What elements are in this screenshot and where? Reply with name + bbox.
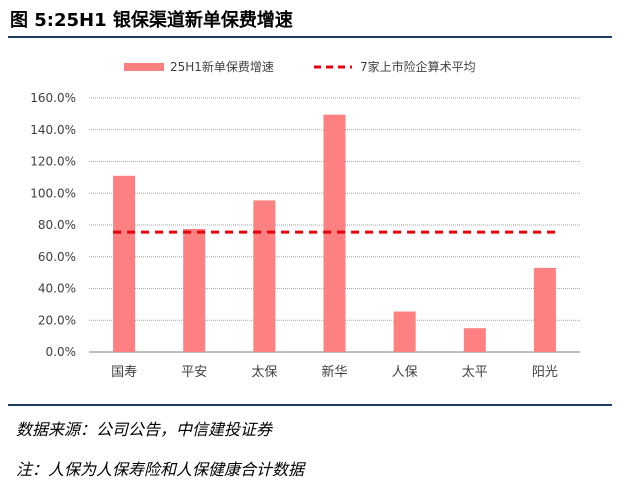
x-tick-label: 国寿 — [111, 365, 137, 380]
y-axis-ticks: 0.0% 20.0% 40.0% 60.0% 80.0% 100.0% 120.0% 140.… — [30, 91, 76, 359]
bar-平安 — [183, 228, 206, 352]
y-tick-label: 20.0% — [38, 313, 76, 327]
y-tick-label: 120.0% — [30, 155, 76, 169]
y-tick-label: 140.0% — [30, 123, 76, 137]
bar-太保 — [253, 200, 276, 352]
legend-label-bars: 25H1新单保费增速 — [170, 59, 274, 74]
y-tick-label: 0.0% — [46, 345, 77, 359]
source-note: 数据来源：公司公告，中信建投证券 — [16, 420, 273, 439]
x-tick-label: 平安 — [181, 365, 207, 380]
y-tick-label: 60.0% — [38, 250, 76, 264]
bar-chart: 0.0% 20.0% 40.0% 60.0% 80.0% 100.0% 120.0% 140.… — [30, 59, 580, 380]
legend: 25H1新单保费增速 7家上市险企算术平均 — [124, 59, 476, 74]
x-tick-label: 人保 — [392, 365, 418, 380]
figure-title: 图 5:25H1 银保渠道新单保费增速 — [10, 10, 293, 31]
bottom-rule — [8, 404, 612, 406]
x-tick-label: 太平 — [462, 365, 488, 380]
y-tick-label: 40.0% — [38, 282, 76, 296]
x-tick-label: 太保 — [251, 365, 277, 380]
x-axis-ticks: 国寿 平安 太保 新华 人保 太平 阳光 — [111, 364, 558, 380]
bar-人保 — [393, 311, 416, 352]
footnote: 注：人保为人保寿险和人保健康合计数据 — [16, 460, 305, 479]
legend-label-average: 7家上市险企算术平均 — [360, 59, 476, 74]
top-rule — [8, 36, 612, 38]
bar-新华 — [323, 114, 346, 352]
bar-太平 — [463, 328, 486, 352]
legend-swatch-bars — [124, 63, 164, 71]
y-tick-label: 80.0% — [38, 218, 76, 232]
bars — [113, 114, 556, 352]
y-tick-label: 160.0% — [30, 91, 76, 105]
y-tick-label: 100.0% — [30, 186, 76, 200]
bar-阳光 — [533, 267, 556, 352]
x-tick-label: 阳光 — [532, 365, 558, 380]
x-tick-label: 新华 — [321, 364, 347, 380]
bar-国寿 — [113, 175, 136, 352]
